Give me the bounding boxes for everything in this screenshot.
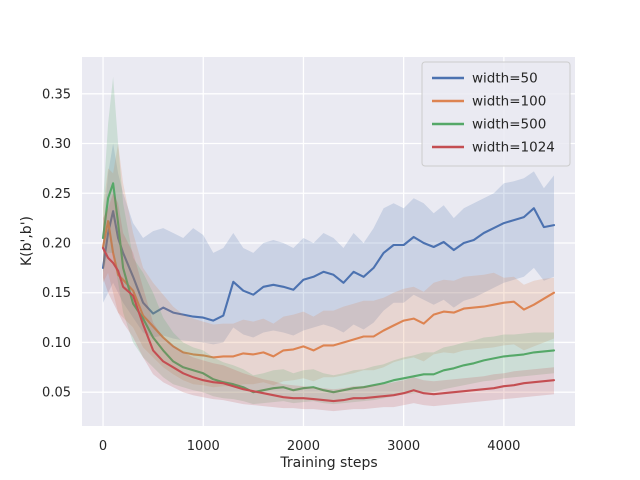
- y-tick-label: 0.15: [42, 286, 71, 301]
- confidence-band-width-500: [103, 76, 554, 405]
- legend-box: [421, 61, 571, 167]
- confidence-band-width-50: [103, 143, 554, 345]
- x-tick-label: 3000: [387, 439, 420, 454]
- y-axis-title: K(b',b'): [19, 215, 35, 267]
- legend-label-width-100: width=100: [472, 94, 546, 110]
- x-tick-label: 0: [99, 439, 107, 454]
- legend-label-width-500: width=500: [472, 117, 546, 133]
- legend-label-width-50: width=50: [472, 71, 538, 87]
- series-line-width-500: [101, 182, 556, 394]
- y-tick-label: 0.05: [42, 386, 71, 401]
- x-tick-label: 4000: [487, 439, 520, 454]
- confidence-band-width-1024: [103, 193, 554, 412]
- series-line-width-1024: [101, 246, 556, 403]
- confidence-band-width-100: [103, 143, 554, 388]
- y-tick-label: 0.10: [42, 336, 71, 351]
- series-line-width-100: [101, 220, 556, 359]
- x-tick-label: 1000: [187, 439, 220, 454]
- x-tick-label: 2000: [287, 439, 320, 454]
- y-tick-label: 0.25: [42, 187, 71, 202]
- y-tick-label: 0.30: [42, 137, 71, 152]
- legend-label-width-1024: width=1024: [472, 140, 555, 156]
- series-line-width-50: [101, 207, 556, 322]
- x-axis-title: Training steps: [280, 455, 378, 471]
- y-tick-label: 0.20: [42, 236, 71, 251]
- y-tick-label: 0.35: [42, 87, 71, 102]
